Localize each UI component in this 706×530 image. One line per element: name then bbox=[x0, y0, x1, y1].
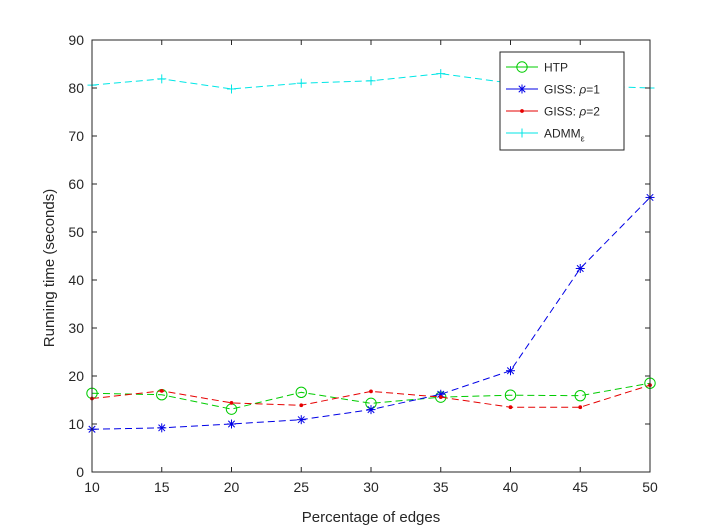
data-point bbox=[227, 419, 236, 429]
asterisk-stroke bbox=[297, 416, 305, 424]
y-tick-label: 20 bbox=[68, 368, 84, 384]
y-tick-label: 10 bbox=[68, 416, 84, 432]
asterisk-stroke bbox=[506, 367, 515, 375]
data-point bbox=[578, 405, 583, 410]
data-point bbox=[436, 69, 446, 79]
legend-marker bbox=[516, 61, 528, 73]
legend-label-text: =2 bbox=[586, 105, 600, 119]
asterisk-stroke bbox=[518, 85, 526, 93]
asterisk-stroke bbox=[437, 390, 445, 398]
data-point bbox=[575, 263, 585, 273]
legend-marker bbox=[517, 84, 527, 94]
y-tick-label: 90 bbox=[68, 32, 84, 48]
x-tick-label: 20 bbox=[224, 479, 240, 495]
asterisk-stroke bbox=[367, 406, 375, 414]
x-tick-label: 35 bbox=[433, 479, 449, 495]
y-tick-label: 50 bbox=[68, 224, 84, 240]
series-2 bbox=[87, 192, 655, 434]
legend-item: GISS: ρ=2 bbox=[506, 105, 600, 119]
data-point bbox=[438, 395, 443, 400]
data-point bbox=[574, 389, 586, 402]
x-tick-label: 45 bbox=[572, 479, 588, 495]
data-point bbox=[369, 389, 373, 394]
x-tick-label: 40 bbox=[503, 479, 519, 495]
data-point bbox=[296, 415, 306, 425]
y-axis-title: Running time (seconds) bbox=[41, 189, 58, 347]
legend-label-text: GISS: bbox=[544, 83, 579, 97]
data-point bbox=[366, 76, 376, 86]
data-point bbox=[157, 74, 167, 84]
legend-item: HTP bbox=[506, 61, 568, 75]
legend-label: GISS: ρ=1 bbox=[544, 83, 600, 97]
y-tick-label: 80 bbox=[68, 80, 84, 96]
x-tick-label: 25 bbox=[293, 479, 309, 495]
x-tick-label: 15 bbox=[154, 479, 170, 495]
asterisk-stroke bbox=[576, 264, 584, 273]
x-tick-label: 50 bbox=[642, 479, 658, 495]
data-point bbox=[295, 386, 307, 399]
data-point bbox=[159, 388, 164, 393]
data-point bbox=[299, 403, 304, 408]
legend-label-text: ADMM bbox=[544, 127, 581, 141]
legend-label-text: =1 bbox=[586, 83, 600, 97]
data-point bbox=[366, 405, 376, 415]
data-point bbox=[296, 78, 306, 88]
y-tick-label: 40 bbox=[68, 272, 84, 288]
legend-label: GISS: ρ=2 bbox=[544, 105, 600, 119]
data-point bbox=[508, 405, 513, 410]
data-point bbox=[157, 423, 167, 433]
series-line bbox=[91, 382, 651, 410]
data-point bbox=[506, 366, 515, 376]
x-tick-label: 10 bbox=[84, 479, 100, 495]
legend-label-text: GISS: bbox=[544, 105, 579, 119]
legend-label: ADMMε bbox=[544, 127, 585, 144]
y-tick-label: 0 bbox=[76, 464, 84, 480]
asterisk-stroke bbox=[227, 420, 236, 428]
legend-box bbox=[499, 51, 625, 151]
legend-item: ADMMε bbox=[506, 127, 585, 144]
legend-label-symbol: ρ bbox=[578, 83, 586, 97]
x-tick-label: 30 bbox=[363, 479, 379, 495]
data-point bbox=[436, 389, 446, 399]
x-axis-title: Percentage of edges bbox=[302, 509, 440, 526]
y-tick-label: 70 bbox=[68, 128, 84, 144]
legend-label-symbol: ρ bbox=[578, 105, 586, 119]
axes-layer bbox=[91, 39, 651, 473]
legend-label-subscript: ε bbox=[581, 134, 585, 144]
labels-layer: Percentage of edges Running time (second… bbox=[41, 32, 658, 526]
data-point bbox=[229, 400, 234, 405]
data-point bbox=[504, 389, 517, 401]
y-tick-label: 30 bbox=[68, 320, 84, 336]
asterisk-stroke bbox=[158, 424, 166, 432]
series-layer bbox=[86, 69, 656, 434]
legend-label: HTP bbox=[544, 61, 568, 75]
series-3 bbox=[90, 383, 652, 410]
legend-item: GISS: ρ=1 bbox=[506, 83, 600, 97]
legend-marker bbox=[520, 109, 524, 113]
legend-marker bbox=[517, 128, 527, 138]
data-point bbox=[227, 84, 236, 94]
legend-label-text: HTP bbox=[544, 61, 568, 75]
y-tick-label: 60 bbox=[68, 176, 84, 192]
